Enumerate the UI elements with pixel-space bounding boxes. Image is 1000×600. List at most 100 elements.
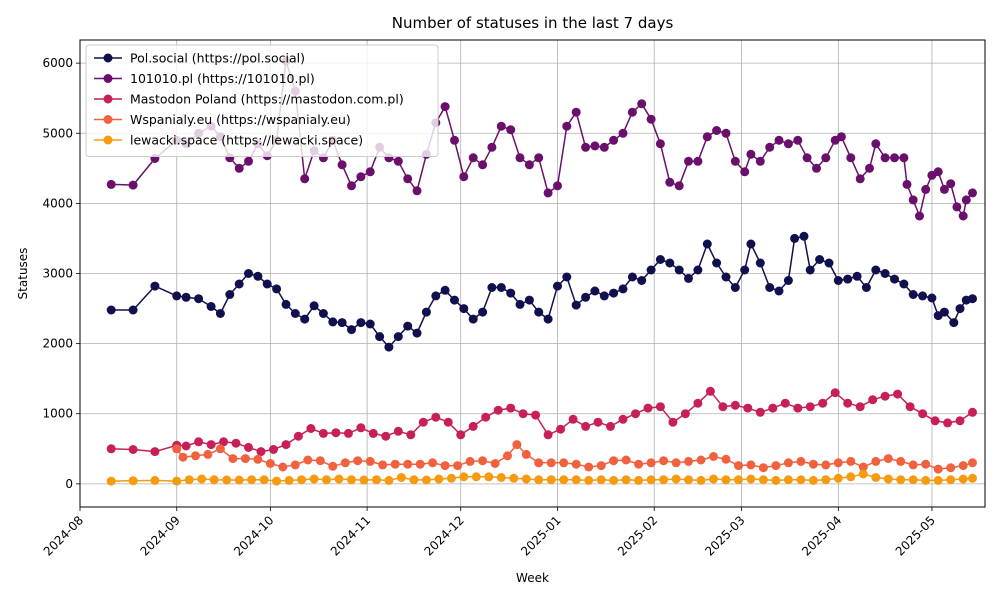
data-point	[584, 462, 594, 472]
data-point	[128, 305, 138, 315]
data-point	[546, 475, 556, 485]
data-point	[184, 475, 194, 485]
data-point	[693, 398, 703, 408]
data-point	[609, 135, 619, 145]
data-point	[253, 454, 263, 464]
data-point	[824, 258, 834, 268]
data-point	[871, 473, 881, 482]
data-point	[181, 441, 191, 451]
data-point	[356, 172, 366, 182]
data-point	[403, 459, 413, 469]
data-point	[771, 475, 781, 485]
data-point	[543, 314, 553, 324]
data-point	[740, 167, 750, 177]
data-point	[631, 409, 640, 419]
data-point	[790, 233, 800, 243]
data-point	[927, 293, 937, 303]
data-point	[512, 440, 522, 450]
data-point	[774, 286, 784, 296]
data-point	[415, 459, 425, 469]
data-point	[581, 142, 591, 152]
data-point	[709, 474, 718, 484]
data-point	[384, 475, 394, 485]
data-point	[247, 475, 257, 485]
data-point	[128, 180, 138, 190]
data-point	[627, 272, 637, 282]
data-point	[506, 288, 516, 298]
data-point	[281, 299, 291, 309]
data-point	[562, 272, 572, 282]
data-point	[334, 474, 344, 484]
data-point	[783, 276, 793, 285]
data-point	[509, 473, 519, 483]
data-point	[431, 291, 441, 301]
data-point	[440, 102, 450, 112]
y-tick-label: 5000	[42, 126, 73, 140]
data-point	[468, 153, 478, 163]
data-point	[524, 295, 534, 305]
data-point	[390, 459, 400, 469]
series-0	[106, 231, 977, 352]
data-point	[765, 283, 775, 292]
data-point	[465, 456, 475, 466]
data-point	[743, 403, 753, 413]
data-point	[478, 456, 488, 466]
data-point	[293, 431, 303, 441]
data-point	[215, 444, 225, 454]
data-point	[375, 332, 385, 342]
data-point	[734, 475, 743, 485]
data-point	[846, 456, 856, 466]
data-point	[921, 475, 931, 485]
legend-marker	[103, 135, 113, 145]
data-point	[609, 475, 619, 485]
data-point	[459, 472, 469, 482]
data-point	[858, 469, 868, 479]
data-point	[915, 211, 924, 221]
data-point	[659, 475, 669, 485]
data-point	[958, 474, 968, 484]
data-point	[562, 121, 572, 131]
data-point	[880, 153, 890, 163]
data-point	[868, 395, 878, 405]
data-point	[384, 342, 394, 352]
data-point	[556, 424, 566, 434]
data-point	[150, 281, 160, 291]
data-point	[412, 186, 422, 196]
data-point	[796, 456, 806, 466]
data-point	[893, 389, 903, 399]
data-point	[896, 456, 906, 466]
y-tick-label: 2000	[42, 337, 73, 351]
data-point	[496, 473, 506, 482]
data-point	[290, 309, 300, 318]
data-point	[256, 447, 266, 457]
data-point	[228, 454, 238, 464]
data-point	[871, 456, 881, 466]
data-point	[343, 428, 353, 438]
data-point	[780, 398, 790, 408]
data-point	[746, 474, 756, 484]
data-point	[272, 476, 282, 486]
data-point	[534, 153, 544, 163]
data-point	[921, 459, 931, 469]
data-point	[393, 426, 403, 436]
data-point	[434, 474, 444, 484]
data-point	[796, 475, 806, 485]
data-point	[852, 271, 862, 281]
data-point	[172, 476, 182, 486]
legend: Pol.social (https://pol.social) 101010.pl…	[85, 44, 439, 157]
data-point	[194, 294, 204, 304]
y-tick-label: 6000	[42, 56, 73, 70]
data-point	[968, 294, 977, 304]
data-point	[318, 309, 328, 318]
data-point	[487, 283, 497, 292]
data-point	[234, 279, 244, 289]
data-point	[637, 276, 647, 285]
data-point	[799, 231, 809, 241]
data-point	[908, 195, 918, 205]
data-point	[359, 475, 369, 485]
data-point	[309, 474, 319, 484]
data-point	[730, 283, 740, 292]
data-point	[584, 475, 594, 485]
data-point	[381, 431, 391, 441]
data-point	[655, 139, 665, 149]
